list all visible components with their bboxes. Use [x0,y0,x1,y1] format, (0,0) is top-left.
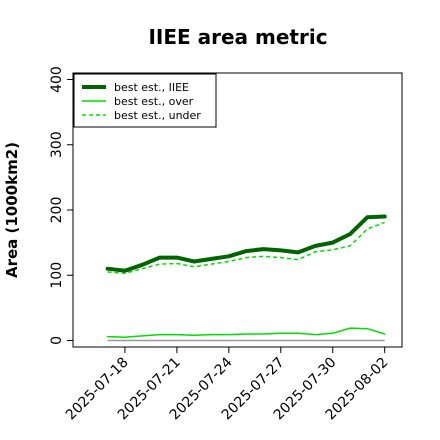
series-line-0 [105,214,387,273]
y-tick-label: 0 [49,336,65,345]
y-tick-label: 400 [49,66,65,93]
y-tick-label: 100 [49,262,65,289]
legend-box [73,73,217,128]
series-line-2 [107,221,385,275]
series-line-1 [106,327,386,338]
chart-title: IIEE area metric [148,25,327,49]
legend-label-0: best est., IIEE [114,81,189,94]
legend-label-1: best est., over [114,95,194,108]
legend-label-2: best est., under [114,109,201,122]
y-tick-label: 200 [49,197,65,224]
y-axis-label: Area (1000km2) [3,142,21,278]
y-tick-label: 300 [49,131,65,158]
